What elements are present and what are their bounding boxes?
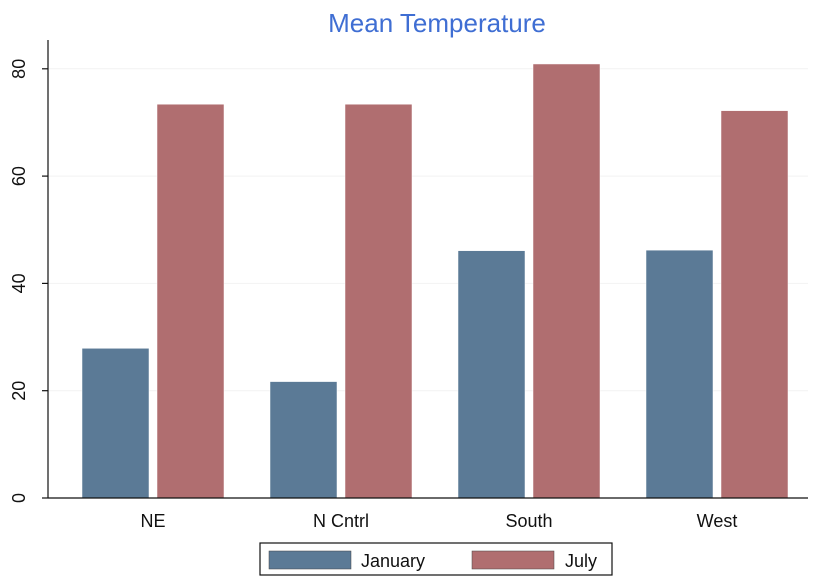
legend-swatch-january (268, 550, 352, 570)
x-tick-label: NE (140, 511, 165, 531)
y-tick-label: 20 (9, 381, 29, 401)
legend-label-january: January (361, 551, 425, 571)
bar-july-south (532, 63, 601, 499)
bar-january-south (457, 250, 526, 499)
legend-swatch-july (471, 550, 555, 570)
legend: January July (259, 542, 613, 576)
bar-july-west (720, 110, 789, 499)
axes: NE N Cntrl South West 0 20 40 60 80 (9, 40, 808, 531)
bar-july-n-cntrl (344, 103, 413, 499)
bar-january-n-cntrl (269, 381, 338, 499)
y-tick-label: 60 (9, 166, 29, 186)
bar-july-ne (156, 103, 225, 499)
x-tick-label: N Cntrl (313, 511, 369, 531)
bar-january-ne (81, 348, 150, 499)
bars (81, 63, 789, 499)
legend-label-july: July (565, 551, 597, 571)
chart-title: Mean Temperature (328, 8, 546, 38)
x-tick-label: West (697, 511, 738, 531)
y-tick-label: 0 (9, 493, 29, 503)
x-tick-label: South (505, 511, 552, 531)
y-tick-label: 80 (9, 59, 29, 79)
y-tick-label: 40 (9, 273, 29, 293)
bar-january-west (645, 249, 714, 499)
